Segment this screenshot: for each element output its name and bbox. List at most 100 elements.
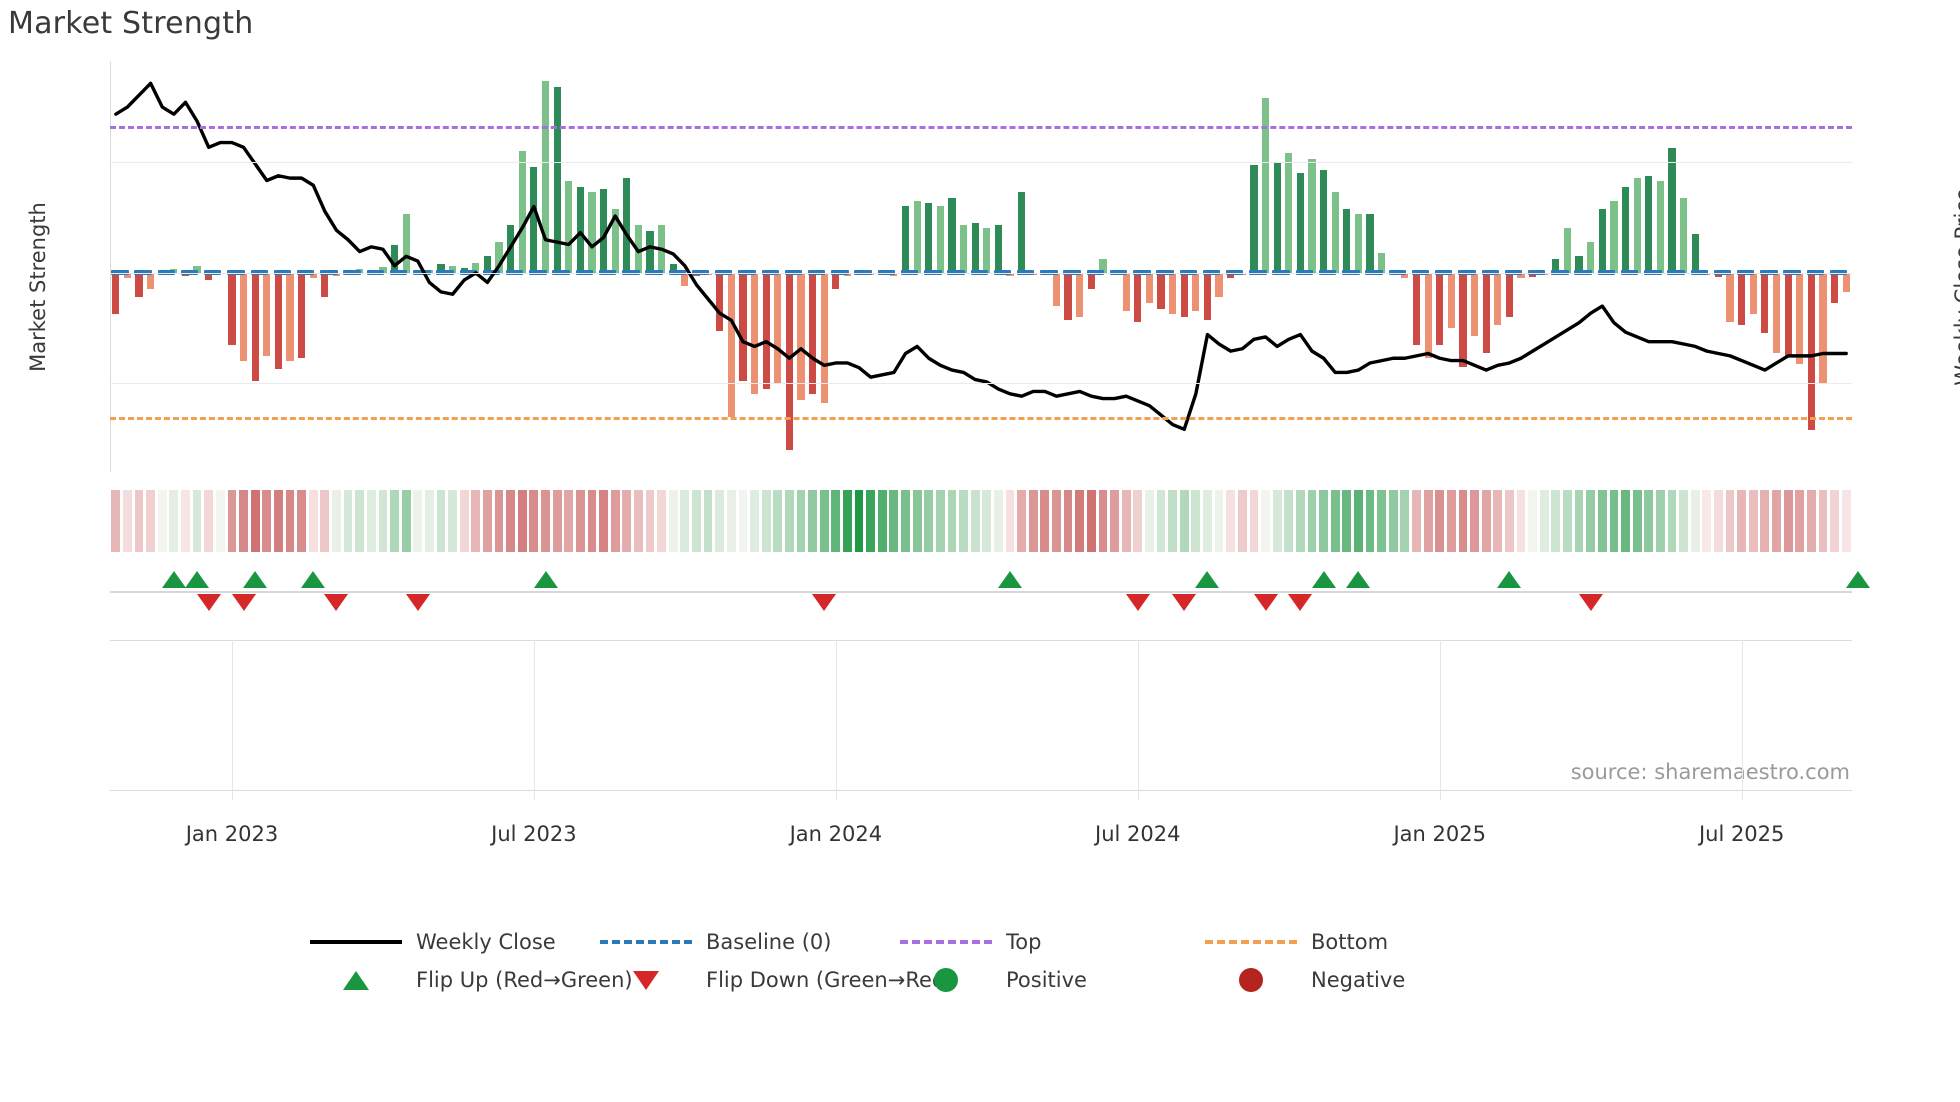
heatmap-cell <box>633 490 643 552</box>
heatmap-cell <box>901 490 910 552</box>
heatmap-cell <box>517 490 527 552</box>
heatmap-cell <box>819 490 829 552</box>
bar <box>1354 214 1363 273</box>
heatmap-cell <box>181 490 190 552</box>
y-axis-left-label: Market Strength <box>26 202 50 372</box>
x-axis: Jan 2023 Jul 2023 Jan 2024 Jul 2024 Jan 2025… <box>110 640 1852 870</box>
bar <box>1343 208 1351 273</box>
heatmap-cell <box>1551 490 1561 552</box>
flip-down-marker <box>812 594 837 611</box>
heatmap-cell <box>1818 490 1828 552</box>
legend-item[interactable]: Baseline (0) <box>600 925 831 959</box>
bar <box>1470 272 1479 337</box>
heatmap-cell <box>494 490 504 552</box>
bar <box>472 262 480 273</box>
heatmap-cell <box>1017 490 1027 552</box>
bar <box>774 272 782 384</box>
flip-up-marker <box>1346 571 1371 588</box>
bar <box>1772 272 1781 353</box>
heatmap-cell <box>1319 490 1328 552</box>
heatmap-cell <box>1040 490 1050 552</box>
legend-label: Weekly Close <box>416 930 556 954</box>
bar <box>1610 200 1618 273</box>
heatmap-cell <box>1586 490 1596 552</box>
bar <box>983 228 991 273</box>
bar <box>1412 272 1421 345</box>
heatmap-cell <box>854 490 864 552</box>
bar <box>123 272 131 279</box>
bar <box>1563 228 1572 273</box>
legend-item[interactable]: Top <box>900 925 1041 959</box>
heatmap-cell <box>1435 490 1445 552</box>
bar <box>1587 242 1595 273</box>
y-axis-right-label: Weekly Close Price <box>1951 188 1960 386</box>
bar <box>1749 272 1757 315</box>
flip-down-marker <box>1172 594 1197 611</box>
heatmap-cell <box>448 490 457 552</box>
bar <box>1203 272 1212 320</box>
flip-up-marker <box>301 571 326 588</box>
legend-item[interactable]: Flip Up (Red→Green) <box>310 963 633 997</box>
bar <box>437 264 445 273</box>
heatmap-cell <box>796 490 806 552</box>
heatmap-cell <box>1121 490 1131 552</box>
heatmap-cell <box>1423 490 1433 552</box>
x-tick-label: Jul 2023 <box>491 822 577 846</box>
bar <box>1018 192 1026 273</box>
bar <box>541 81 550 273</box>
bar <box>147 272 155 290</box>
heatmap-cell <box>866 490 876 552</box>
heatmap-cell <box>320 490 330 552</box>
bar <box>390 244 399 273</box>
plot-area: 200−203.503.002.502.00 <box>110 62 1852 472</box>
flip-up-marker <box>1845 571 1870 588</box>
legend-label: Negative <box>1311 968 1406 992</box>
heatmap-cell <box>1772 490 1781 552</box>
heatmap-cell <box>1644 490 1654 552</box>
bar <box>1192 272 1200 312</box>
chart-legend: Weekly Close Baseline (0) Top Bottom Flip Up… <box>0 925 1960 1045</box>
legend-item[interactable]: Weekly Close <box>310 925 556 959</box>
heatmap-cell <box>297 490 307 552</box>
heatmap-cell <box>1342 490 1352 552</box>
flip-down-marker <box>1253 594 1278 611</box>
legend-item[interactable]: Positive <box>900 963 1087 997</box>
heatmap-cell <box>1563 490 1572 552</box>
legend-item[interactable]: Negative <box>1205 963 1405 997</box>
triangle-down-icon <box>600 970 692 990</box>
bar <box>623 178 631 273</box>
heatmap-cell <box>157 490 167 552</box>
heatmap-cell <box>366 490 376 552</box>
heatmap-cell <box>657 490 667 552</box>
heatmap-cell <box>332 490 341 552</box>
heatmap-cell <box>1168 490 1178 552</box>
gridline-left-2 <box>110 383 1852 385</box>
bar <box>1796 272 1804 364</box>
legend-item[interactable]: Bottom <box>1205 925 1388 959</box>
bar <box>1459 272 1467 367</box>
bar <box>309 272 317 279</box>
flip-down-marker <box>1288 594 1313 611</box>
heatmap-cell <box>1841 490 1851 552</box>
bar <box>785 272 793 450</box>
heatmap-cell <box>1249 490 1259 552</box>
bar <box>1784 272 1792 356</box>
heatmap-cell <box>1714 490 1723 552</box>
heatmap-cell <box>564 490 574 552</box>
legend-item[interactable]: Flip Down (Green→Red) <box>600 963 953 997</box>
bar <box>1482 272 1490 353</box>
heatmap-cell <box>924 490 934 552</box>
bottom-reference-line <box>110 416 1852 420</box>
heatmap-cell <box>471 490 481 552</box>
heatmap-cell <box>1400 490 1410 552</box>
bar <box>1180 272 1188 317</box>
heatmap-cell <box>1052 490 1061 552</box>
divider-rule-top <box>110 640 1852 641</box>
bar <box>576 186 584 273</box>
heatmap-cell <box>552 490 562 552</box>
bar <box>483 255 492 273</box>
heatmap-cell <box>1086 490 1096 552</box>
heatmap-cell <box>111 490 121 552</box>
bar <box>1076 272 1084 317</box>
bar <box>1842 272 1850 292</box>
